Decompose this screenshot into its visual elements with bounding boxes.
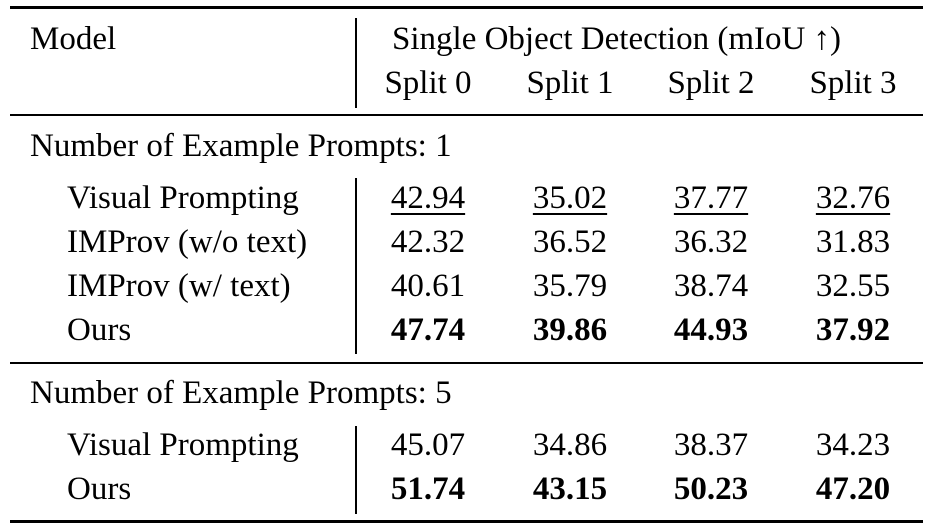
- table-cell: 40.61: [390, 268, 466, 304]
- table-cell: 50.23: [673, 471, 749, 507]
- table-cell: 44.93: [673, 312, 749, 348]
- table-cell: 32.55: [815, 268, 891, 304]
- table-cell: 34.86: [532, 427, 608, 463]
- column-divider: [355, 426, 357, 514]
- table-cell: 36.32: [673, 224, 749, 260]
- table-cell: 36.52: [532, 224, 608, 260]
- table-cell: 37.92: [815, 312, 891, 348]
- split-header: Split 2: [667, 65, 755, 101]
- metric-group-header: Single Object Detection (mIoU ↑): [392, 21, 842, 57]
- table-cell: 47.74: [390, 312, 466, 348]
- table-cell: 35.79: [532, 268, 608, 304]
- table-cell: 37.77: [673, 180, 749, 216]
- model-name: Visual Prompting: [67, 180, 299, 216]
- header-rule: [10, 114, 923, 116]
- table-cell: 42.94: [390, 180, 466, 216]
- table-cell: 31.83: [815, 224, 891, 260]
- model-name: Ours: [67, 471, 132, 507]
- table-cell: 34.23: [815, 427, 891, 463]
- column-divider: [355, 18, 357, 108]
- table-cell: 39.86: [532, 312, 608, 348]
- model-name: IMProv (w/ text): [67, 268, 291, 304]
- section-title: Number of Example Prompts: 1: [30, 128, 452, 164]
- model-name: Visual Prompting: [67, 427, 299, 463]
- table-cell: 32.76: [815, 180, 891, 216]
- table-cell: 47.20: [815, 471, 891, 507]
- table-cell: 51.74: [390, 471, 466, 507]
- bottom-rule: [10, 520, 923, 523]
- section-title: Number of Example Prompts: 5: [30, 375, 452, 411]
- table-cell: 45.07: [390, 427, 466, 463]
- table-cell: 42.32: [390, 224, 466, 260]
- model-name: IMProv (w/o text): [67, 224, 308, 260]
- table-cell: 38.37: [673, 427, 749, 463]
- table-cell: 38.74: [673, 268, 749, 304]
- split-header: Split 3: [809, 65, 897, 101]
- section-rule: [10, 362, 923, 364]
- table-cell: 35.02: [532, 180, 608, 216]
- column-divider: [355, 178, 357, 354]
- split-header: Split 1: [526, 65, 614, 101]
- top-rule: [10, 6, 923, 9]
- split-header: Split 0: [384, 65, 472, 101]
- model-name: Ours: [67, 312, 132, 348]
- model-header: Model: [30, 21, 117, 57]
- table-cell: 43.15: [532, 471, 608, 507]
